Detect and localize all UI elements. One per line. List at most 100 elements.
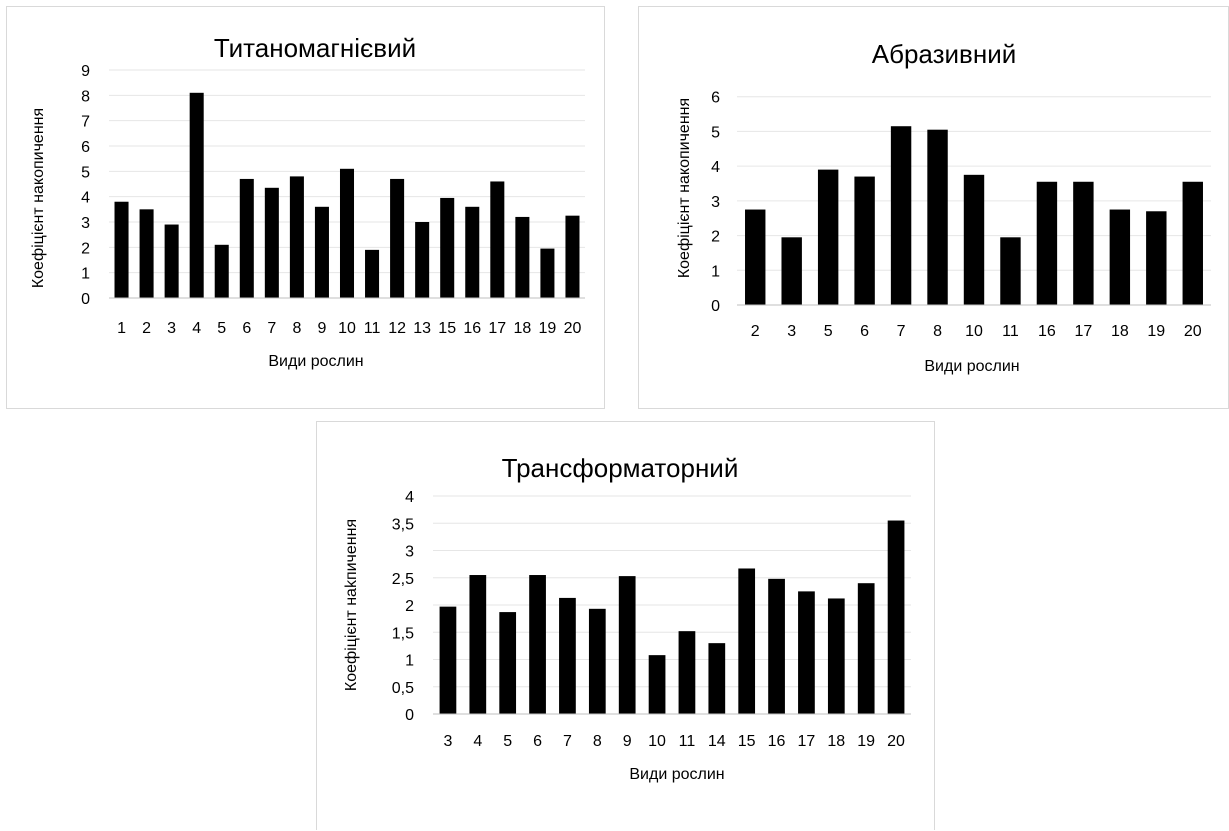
chart-title: Трансформаторний xyxy=(502,453,739,483)
x-tick-label: 17 xyxy=(1074,323,1092,340)
y-axis-title: Коефіцієнт наkпичення xyxy=(343,519,360,691)
y-tick-label: 0 xyxy=(711,298,720,315)
bar-5 xyxy=(214,244,229,298)
x-tick-label: 16 xyxy=(1038,323,1056,340)
x-tick-label: 15 xyxy=(738,733,756,750)
x-tick-label: 7 xyxy=(563,733,572,750)
y-tick-label: 3,5 xyxy=(392,516,414,533)
bar-12 xyxy=(390,178,405,298)
bar-7 xyxy=(264,187,279,298)
y-tick-label: 4 xyxy=(711,159,720,176)
x-tick-label: 19 xyxy=(539,320,557,337)
x-tick-label: 20 xyxy=(564,320,582,337)
x-tick-label: 9 xyxy=(623,733,632,750)
x-tick-label: 7 xyxy=(267,320,276,337)
bars xyxy=(439,520,905,714)
bar-8 xyxy=(588,608,606,714)
bar-10 xyxy=(963,174,985,305)
x-axis-title: Види рослин xyxy=(629,766,724,783)
bar-15 xyxy=(440,197,455,298)
chart-panel-transformer: Трансформаторний Коефіцієнт наkпичення В… xyxy=(316,421,935,830)
x-axis-title: Види рослин xyxy=(268,353,363,370)
bar-14 xyxy=(708,643,726,714)
bar-19 xyxy=(1146,211,1167,305)
x-tick-label: 1 xyxy=(117,320,126,337)
x-tick-label: 11 xyxy=(1002,323,1019,340)
x-tick-label: 5 xyxy=(503,733,512,750)
x-tick-label: 12 xyxy=(388,320,406,337)
x-tick-label: 9 xyxy=(317,320,326,337)
y-tick-label: 9 xyxy=(81,63,90,80)
bar-1 xyxy=(114,201,129,298)
y-tick-label: 2 xyxy=(81,240,90,257)
bar-16 xyxy=(768,578,785,714)
bar-18 xyxy=(1109,209,1131,305)
y-tick-label: 5 xyxy=(81,164,90,181)
y-tick-label: 2 xyxy=(405,598,414,615)
x-tick-label: 17 xyxy=(488,320,506,337)
bar-7 xyxy=(559,597,576,714)
bar-20 xyxy=(565,215,580,298)
bar-20 xyxy=(1182,181,1203,305)
bar-17 xyxy=(798,591,815,714)
x-tick-label: 3 xyxy=(443,733,452,750)
bar-7 xyxy=(890,126,912,305)
bar-chart-transformer: Трансформаторний Коефіцієнт наkпичення В… xyxy=(343,453,911,783)
x-tick-label: 6 xyxy=(242,320,251,337)
bar-5 xyxy=(817,169,839,305)
x-tick-label: 17 xyxy=(798,733,816,750)
bar-10 xyxy=(339,168,355,298)
y-tick-label: 1 xyxy=(711,263,720,280)
chart-title: Абразивний xyxy=(872,39,1017,69)
bar-20 xyxy=(887,520,905,714)
bar-2 xyxy=(745,209,766,305)
x-tick-label: 5 xyxy=(217,320,226,337)
x-tick-label: 3 xyxy=(167,320,176,337)
y-tick-label: 0 xyxy=(405,707,414,724)
bar-18 xyxy=(515,216,530,298)
y-tick-label: 1 xyxy=(81,266,90,283)
bar-19 xyxy=(540,248,555,298)
x-tick-label: 8 xyxy=(593,733,602,750)
bars xyxy=(114,92,580,298)
bar-17 xyxy=(1073,181,1094,305)
x-tick-label: 6 xyxy=(533,733,542,750)
chart-panel-abrasive: Абразивний Коефіцієнт накопичення Види р… xyxy=(638,6,1229,409)
bar-11 xyxy=(365,249,380,298)
x-tick-label: 19 xyxy=(857,733,875,750)
bar-3 xyxy=(781,237,802,305)
x-tick-label: 10 xyxy=(965,323,983,340)
y-tick-label: 6 xyxy=(711,90,720,107)
y-tick-label: 2,5 xyxy=(392,571,414,588)
y-tick-label: 0,5 xyxy=(392,680,414,697)
bar-6 xyxy=(239,178,254,298)
x-tick-label: 15 xyxy=(438,320,456,337)
x-tick-label: 20 xyxy=(887,733,905,750)
chart-title: Титаномагнієвий xyxy=(214,33,416,63)
x-tick-label: 3 xyxy=(787,323,796,340)
x-tick-label: 2 xyxy=(142,320,151,337)
bar-8 xyxy=(927,129,948,305)
x-tick-label: 18 xyxy=(827,733,845,750)
bar-3 xyxy=(439,606,457,714)
x-tick-label: 20 xyxy=(1184,323,1202,340)
bars xyxy=(745,126,1203,305)
bar-9 xyxy=(314,206,329,298)
bar-17 xyxy=(490,181,505,298)
x-tick-label: 18 xyxy=(1111,323,1129,340)
x-tick-label: 7 xyxy=(897,323,906,340)
y-tick-label: 5 xyxy=(711,124,720,141)
bar-3 xyxy=(164,224,179,298)
x-tick-label: 11 xyxy=(679,733,696,750)
x-tick-label: 6 xyxy=(860,323,869,340)
bar-13 xyxy=(415,222,430,298)
y-tick-label: 4 xyxy=(81,190,90,207)
bar-11 xyxy=(1000,237,1021,305)
bar-16 xyxy=(1036,181,1058,305)
x-tick-label: 16 xyxy=(768,733,786,750)
bar-9 xyxy=(618,576,636,714)
bar-16 xyxy=(465,206,480,298)
bar-6 xyxy=(529,575,546,714)
x-tick-label: 8 xyxy=(292,320,301,337)
y-tick-label: 3 xyxy=(711,194,720,211)
